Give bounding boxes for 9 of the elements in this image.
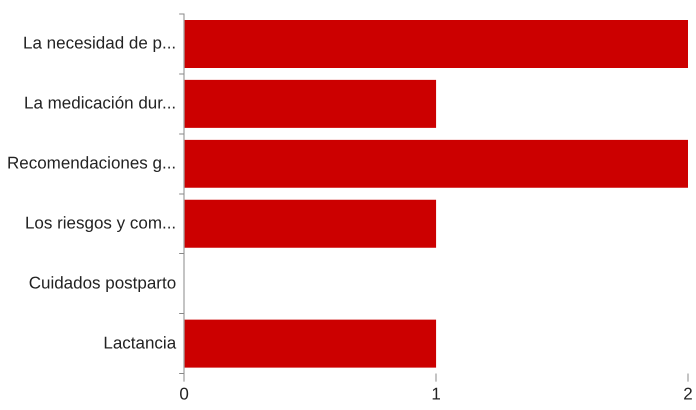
y-tick-label: Lactancia <box>103 333 177 352</box>
x-tick-label: 0 <box>179 384 189 404</box>
y-tick-label: La medicación dur... <box>24 94 176 113</box>
y-tick-label: Cuidados postparto <box>28 273 176 292</box>
y-tick-label: Los riesgos y com... <box>24 213 176 232</box>
y-tick-label: Recomendaciones g... <box>6 154 176 173</box>
x-tick-label: 2 <box>683 384 693 404</box>
x-tick-label: 1 <box>431 384 441 404</box>
y-tick-label: La necesidad de p... <box>23 34 176 53</box>
